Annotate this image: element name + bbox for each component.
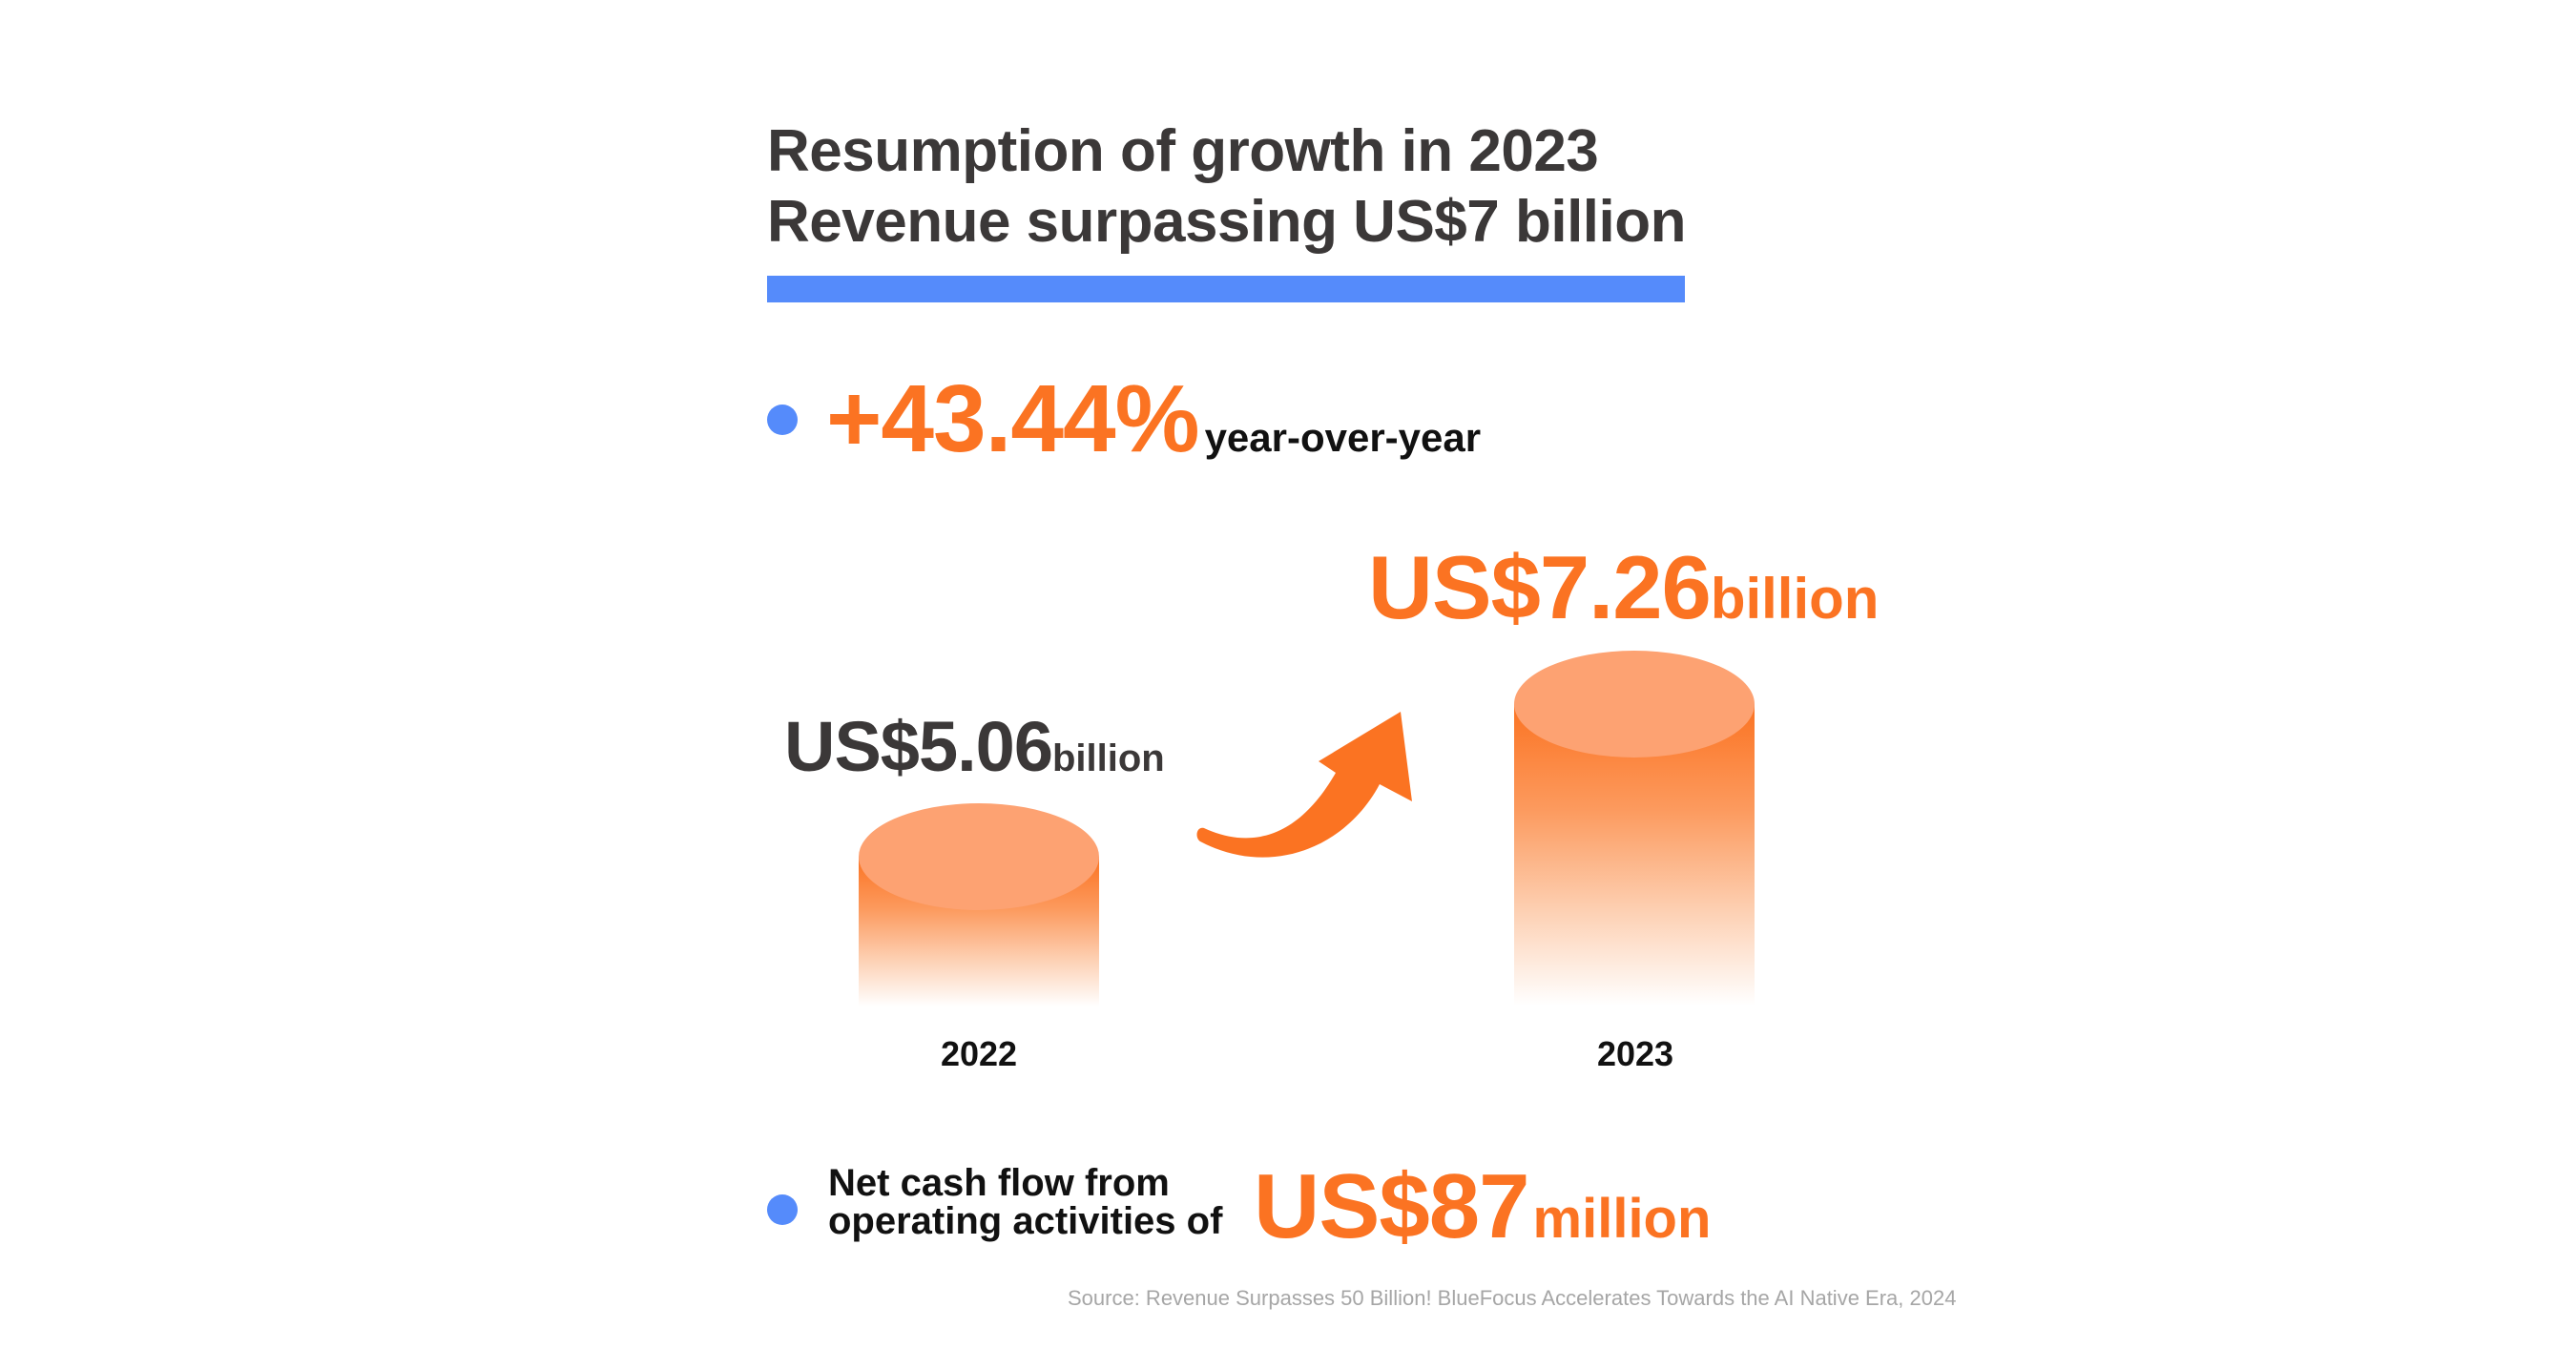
growth-stat: +43.44% year-over-year [826, 364, 1481, 474]
bar-2022 [859, 803, 1099, 1007]
bar-top-ellipse [1514, 651, 1755, 758]
cash-flow-line-2: operating activities of [828, 1200, 1223, 1242]
x-label-2022: 2022 [940, 1034, 1018, 1073]
cash-flow-value-unit: million [1532, 1188, 1712, 1250]
curved-up-arrow-icon [1196, 712, 1412, 858]
cash-flow-value: US$87million [1254, 1154, 1711, 1259]
value-main-2023: US$7.26 [1368, 537, 1712, 637]
source-note: Source: Revenue Surpasses 50 Billion! Bl… [1068, 1286, 1957, 1310]
growth-value: +43.44% [826, 365, 1200, 472]
title-underline-bar [767, 276, 1685, 302]
blue-dot-icon [767, 405, 798, 435]
growth-suffix: year-over-year [1204, 415, 1482, 460]
page-title: Resumption of growth in 2023 Revenue sur… [767, 116, 1687, 258]
value-label-2023: US$7.26billion [1368, 536, 1879, 639]
value-unit-2022: billion [1051, 737, 1165, 779]
value-unit-2023: billion [1710, 567, 1880, 631]
bar-top-ellipse [859, 803, 1099, 910]
blue-dot-icon [767, 1194, 798, 1225]
title-line-2: Revenue surpassing US$7 billion [767, 189, 1687, 255]
cash-flow-value-main: US$87 [1254, 1155, 1530, 1257]
value-main-2022: US$5.06 [784, 707, 1053, 786]
cash-flow-text: Net cash flow from operating activities … [828, 1164, 1222, 1240]
title-line-1: Resumption of growth in 2023 [767, 118, 1599, 184]
cash-flow-line-1: Net cash flow from [828, 1162, 1170, 1204]
bar-2023 [1514, 651, 1755, 1006]
x-label-2023: 2023 [1596, 1034, 1674, 1073]
value-label-2022: US$5.06billion [784, 706, 1165, 787]
